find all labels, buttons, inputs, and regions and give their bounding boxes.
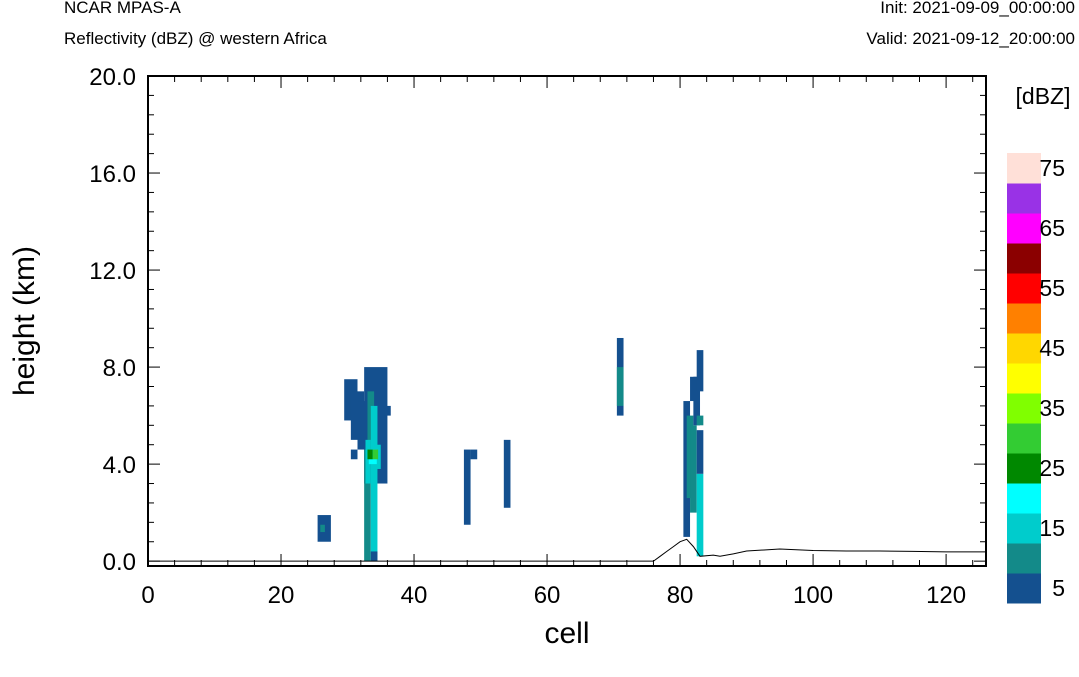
colorbar-swatch (1007, 453, 1041, 484)
y-tick-label: 16.0 (89, 161, 136, 188)
reflectivity-cell (370, 551, 378, 562)
colorbar-tick-label: 35 (1039, 395, 1065, 421)
colorbar-tick-label: 65 (1039, 215, 1065, 241)
plot-frame (147, 75, 987, 567)
colorbar-tick-label: 55 (1039, 275, 1065, 301)
axis-ticks (147, 75, 986, 566)
reflectivity-cell (364, 449, 371, 562)
reflectivity-cell (470, 449, 478, 460)
reflectivity-cell (696, 430, 704, 474)
colorbar-swatch (1007, 573, 1041, 604)
y-tick-label: 12.0 (89, 258, 136, 285)
init-time: Init: 2021-09-09_00:00:00 (880, 0, 1075, 17)
reflectivity-cell (384, 405, 391, 416)
colorbar-tick-label: 75 (1039, 155, 1065, 181)
reflectivity-cell (616, 367, 624, 406)
colorbar-swatch (1007, 333, 1041, 364)
colorbar-swatch (1007, 153, 1041, 184)
colorbar-tick-label: 25 (1039, 455, 1065, 481)
colorbar-tick-label: 45 (1039, 335, 1065, 361)
reflectivity-cell (696, 350, 704, 392)
colorbar-swatch (1007, 363, 1041, 394)
colorbar-swatch (1007, 543, 1041, 574)
reflectivity-cell (365, 439, 371, 484)
terrain-line (148, 538, 986, 562)
x-tick-label: 100 (793, 582, 833, 609)
colorbar-swatch (1007, 213, 1041, 244)
x-tick-label: 0 (141, 582, 154, 609)
y-tick-label: 0.0 (103, 549, 136, 576)
colorbar-swatch (1007, 303, 1041, 334)
reflectivity-cell (693, 376, 701, 426)
colorbar-swatch (1007, 513, 1041, 544)
plot-area (148, 337, 986, 562)
x-tick-label: 60 (534, 582, 561, 609)
x-tick-label: 80 (667, 582, 694, 609)
y-tick-label: 20.0 (89, 64, 136, 91)
colorbar-tick-label: 15 (1039, 515, 1065, 541)
reflectivity-cell (463, 449, 471, 525)
valid-time: Valid: 2021-09-12_20:00:00 (866, 29, 1075, 48)
reflectivity-cell (696, 473, 704, 557)
x-tick-label: 40 (401, 582, 428, 609)
colorbar-swatch (1007, 243, 1041, 274)
reflectivity-cell (503, 439, 511, 508)
reflectivity-cell (350, 449, 358, 460)
colorbar-unit-label: [dBZ] (1016, 83, 1071, 109)
colorbar-swatch (1007, 183, 1041, 214)
model-title: NCAR MPAS-A (64, 0, 181, 17)
colorbar-swatch (1007, 483, 1041, 514)
x-tick-labels: 0 20 40 60 80 100 120 (141, 582, 966, 609)
reflectivity-cell (690, 425, 697, 513)
y-tick-labels: 0.0 4.0 8.0 12.0 16.0 20.0 (89, 64, 136, 576)
x-tick-label: 120 (926, 582, 966, 609)
x-tick-label: 20 (268, 582, 295, 609)
y-tick-label: 4.0 (103, 452, 136, 479)
reflectivity-cell (696, 415, 704, 426)
reflectivity-cell (372, 449, 379, 460)
reflectivity-cell (370, 405, 378, 562)
colorbar-tick-label: 5 (1052, 575, 1065, 601)
colorbar-swatch (1007, 273, 1041, 304)
plot-subtitle: Reflectivity (dBZ) @ western Africa (64, 29, 327, 48)
reflectivity-cell (320, 524, 325, 533)
y-axis-label: height (km) (8, 246, 41, 396)
colorbar: 5 15 25 35 45 55 65 75 (1007, 153, 1065, 604)
reflectivity-cell (367, 449, 373, 460)
x-axis-label: cell (544, 617, 589, 650)
y-tick-label: 8.0 (103, 355, 136, 382)
colorbar-swatch (1007, 393, 1041, 424)
colorbar-swatch (1007, 423, 1041, 454)
